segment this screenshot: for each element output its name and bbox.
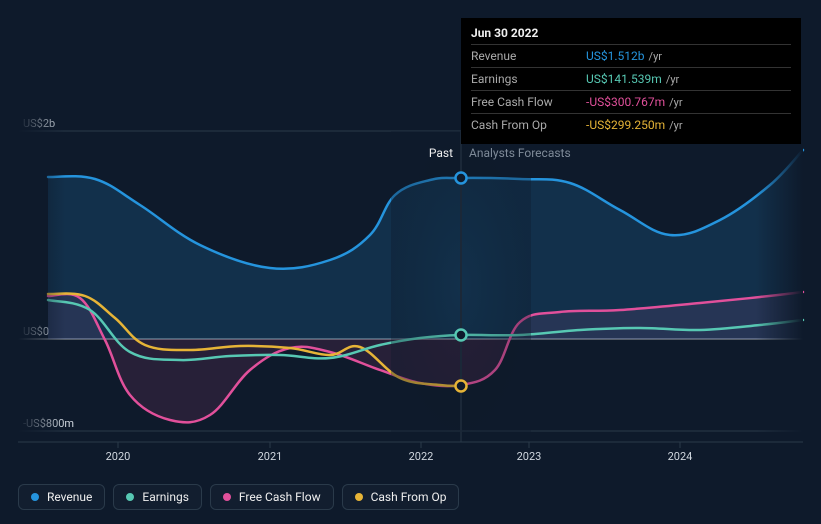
- legend-swatch-icon: [126, 493, 134, 501]
- tooltip-value: -US$299.250m: [586, 118, 665, 132]
- tooltip-label: Revenue: [471, 45, 586, 68]
- legend-label: Cash From Op: [371, 490, 447, 504]
- revenue-marker: [456, 173, 467, 184]
- x-axis-label: 2021: [258, 450, 283, 463]
- legend-item-earnings[interactable]: Earnings: [113, 484, 202, 510]
- series-group: [48, 150, 803, 422]
- tooltip-value: -US$300.767m: [586, 95, 665, 109]
- forecast-label: Analysts Forecasts: [469, 146, 571, 160]
- legend-label: Revenue: [47, 490, 92, 504]
- tooltip-row: Free Cash Flow-US$300.767m/yr: [471, 91, 791, 114]
- tooltip-value: US$141.539m: [586, 72, 662, 86]
- revenue-area: [48, 150, 803, 339]
- tooltip-label: Earnings: [471, 68, 586, 91]
- legend-item-cfo[interactable]: Cash From Op: [342, 484, 460, 510]
- legend-label: Earnings: [142, 490, 189, 504]
- tooltip-unit: /yr: [645, 50, 662, 63]
- y-axis-label: US$0: [23, 325, 49, 338]
- x-axis-label: 2024: [668, 450, 693, 463]
- legend-swatch-icon: [223, 493, 231, 501]
- tooltip-label: Cash From Op: [471, 114, 586, 137]
- legend-item-fcf[interactable]: Free Cash Flow: [210, 484, 334, 510]
- past-label: Past: [429, 146, 453, 160]
- tooltip-value: US$1.512b: [586, 49, 645, 63]
- tooltip-value-cell: -US$299.250m/yr: [586, 114, 791, 137]
- tooltip-title: Jun 30 2022: [471, 26, 791, 40]
- tooltip-row: RevenueUS$1.512b/yr: [471, 45, 791, 68]
- data-tooltip: Jun 30 2022 RevenueUS$1.512b/yrEarningsU…: [461, 18, 801, 144]
- legend-swatch-icon: [355, 493, 363, 501]
- legend-label: Free Cash Flow: [239, 490, 321, 504]
- legend-swatch-icon: [31, 493, 39, 501]
- tooltip-row: Cash From Op-US$299.250m/yr: [471, 114, 791, 137]
- tooltip-unit: /yr: [662, 73, 679, 86]
- legend: Revenue Earnings Free Cash Flow Cash From O…: [18, 484, 459, 510]
- x-axis-label: 2023: [517, 450, 542, 463]
- tooltip-value-cell: US$141.539m/yr: [586, 68, 791, 91]
- cfo-marker: [456, 381, 467, 392]
- x-axis-label: 2022: [409, 450, 434, 463]
- legend-item-revenue[interactable]: Revenue: [18, 484, 105, 510]
- tooltip-row: EarningsUS$141.539m/yr: [471, 68, 791, 91]
- earnings-marker: [456, 330, 467, 341]
- y-axis-label: US$2b: [23, 117, 55, 130]
- tooltip-value-cell: US$1.512b/yr: [586, 45, 791, 68]
- tooltip-label: Free Cash Flow: [471, 91, 586, 114]
- tooltip-unit: /yr: [665, 96, 682, 109]
- y-axis-label: -US$800m: [23, 417, 74, 430]
- x-axis-label: 2020: [106, 450, 131, 463]
- tooltip-table: RevenueUS$1.512b/yrEarningsUS$141.539m/y…: [471, 44, 791, 136]
- tooltip-value-cell: -US$300.767m/yr: [586, 91, 791, 114]
- tooltip-unit: /yr: [665, 119, 682, 132]
